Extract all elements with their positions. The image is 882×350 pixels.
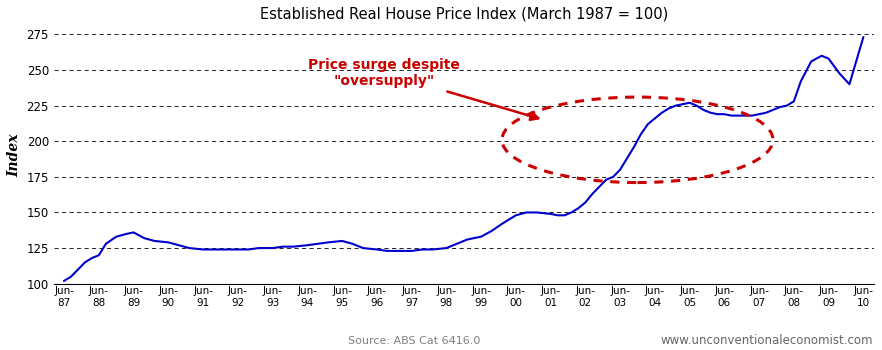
Text: Source: ABS Cat 6416.0: Source: ABS Cat 6416.0	[348, 336, 481, 346]
Text: Price surge despite
"oversupply": Price surge despite "oversupply"	[308, 58, 538, 120]
Y-axis label: Index: Index	[7, 134, 21, 177]
Text: www.unconventionaleconomist.com: www.unconventionaleconomist.com	[661, 334, 873, 346]
Title: Established Real House Price Index (March 1987 = 100): Established Real House Price Index (Marc…	[259, 7, 668, 22]
